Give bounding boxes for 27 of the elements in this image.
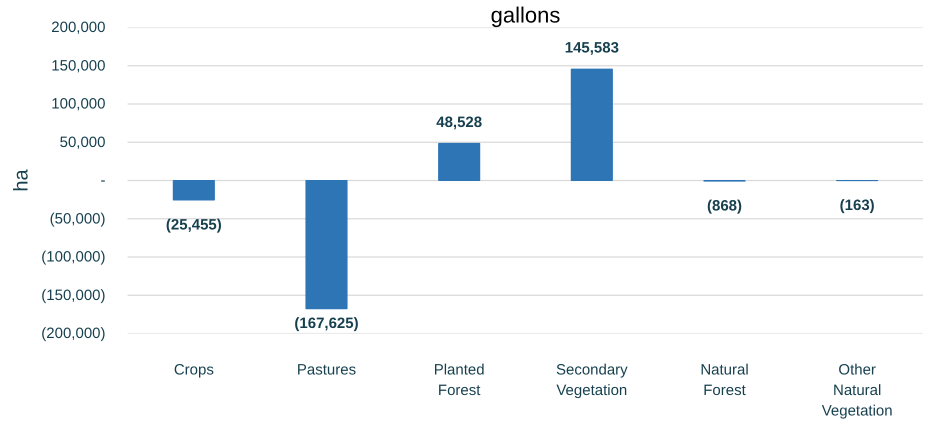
data-label: (25,455) bbox=[166, 216, 222, 234]
y-tick-label: - bbox=[100, 172, 106, 189]
x-tick-label: Crops bbox=[174, 362, 214, 378]
x-tick-label: Planted Forest bbox=[434, 362, 485, 399]
data-label: (868) bbox=[706, 198, 742, 215]
y-tick-label: 150,000 bbox=[51, 57, 106, 74]
y-tick-label: 200,000 bbox=[51, 19, 106, 36]
y-tick-label: 50,000 bbox=[60, 134, 106, 151]
data-label: (163) bbox=[840, 197, 875, 214]
bar bbox=[570, 68, 613, 181]
data-label: (167,625) bbox=[294, 315, 359, 332]
x-tick-label: Secondary Vegetation bbox=[556, 362, 628, 399]
y-tick-label: (50,000) bbox=[50, 210, 106, 228]
x-tick-label: Other Natural Vegetation bbox=[822, 362, 893, 420]
x-tick-label: Pastures bbox=[296, 362, 356, 378]
bar bbox=[305, 180, 348, 310]
chart-title: gallons bbox=[490, 2, 560, 28]
bar bbox=[438, 142, 480, 181]
y-tick-label: (150,000) bbox=[41, 286, 106, 304]
x-tick-label: Natural Forest bbox=[700, 362, 749, 399]
y-tick-label: 100,000 bbox=[51, 96, 106, 112]
data-label: 145,583 bbox=[564, 40, 619, 57]
y-axis-title: ha bbox=[10, 168, 32, 192]
y-tick-label: (200,000) bbox=[41, 325, 106, 342]
data-label: 48,528 bbox=[436, 114, 482, 131]
bar bbox=[172, 180, 215, 200]
y-tick-label: (100,000) bbox=[41, 248, 106, 266]
